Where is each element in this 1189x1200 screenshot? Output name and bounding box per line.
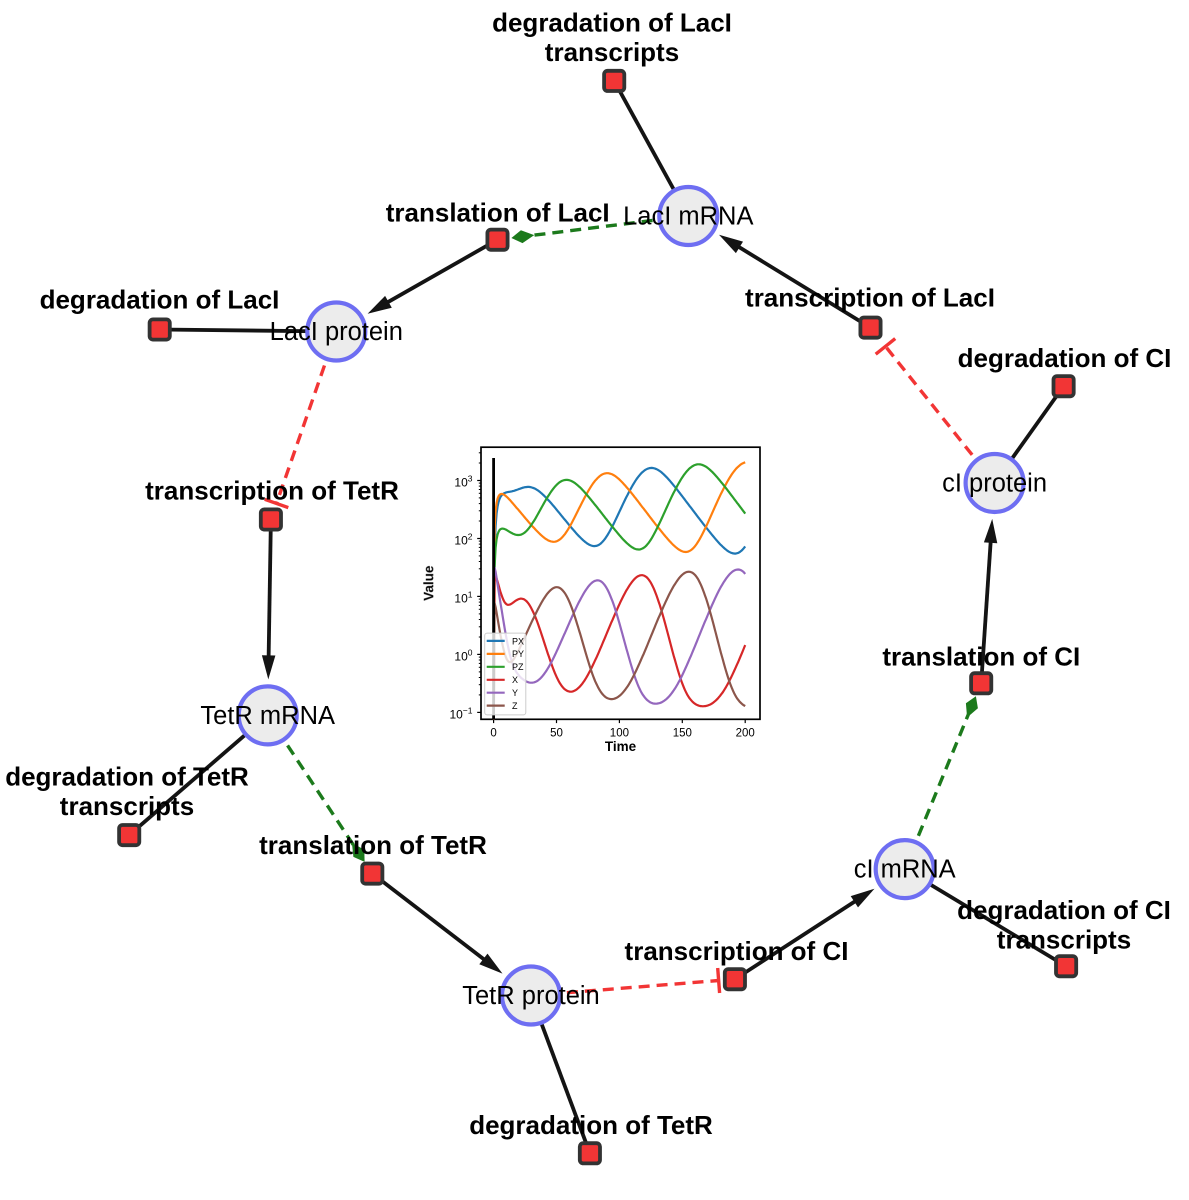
svg-text:translation of LacI: translation of LacI xyxy=(386,198,610,228)
svg-text:150: 150 xyxy=(673,727,692,739)
svg-text:50: 50 xyxy=(550,727,563,739)
svg-text:Time: Time xyxy=(605,739,637,754)
svg-text:degradation of CI: degradation of CI xyxy=(957,895,1171,925)
svg-text:Value: Value xyxy=(422,565,437,601)
svg-text:PX: PX xyxy=(512,636,524,646)
svg-text:0: 0 xyxy=(490,727,496,739)
svg-text:transcription of LacI: transcription of LacI xyxy=(745,283,995,313)
svg-text:X: X xyxy=(512,675,518,685)
svg-text:translation of TetR: translation of TetR xyxy=(259,830,487,860)
svg-text:transcripts: transcripts xyxy=(997,924,1131,954)
svg-text:cI mRNA: cI mRNA xyxy=(854,856,956,884)
svg-text:degradation of TetR: degradation of TetR xyxy=(469,1110,713,1140)
svg-text:100: 100 xyxy=(610,727,629,739)
svg-text:TetR mRNA: TetR mRNA xyxy=(200,702,335,730)
svg-text:degradation of LacI: degradation of LacI xyxy=(40,285,280,315)
svg-text:LacI mRNA: LacI mRNA xyxy=(623,203,753,231)
svg-text:cI protein: cI protein xyxy=(942,470,1047,498)
svg-text:PY: PY xyxy=(512,649,524,659)
svg-text:degradation of TetR: degradation of TetR xyxy=(5,762,249,792)
svg-text:degradation of CI: degradation of CI xyxy=(958,343,1172,373)
svg-text:TetR protein: TetR protein xyxy=(462,982,600,1010)
svg-text:degradation of LacI: degradation of LacI xyxy=(492,8,732,38)
svg-text:Z: Z xyxy=(512,701,518,711)
svg-text:transcripts: transcripts xyxy=(545,37,679,67)
svg-text:translation of CI: translation of CI xyxy=(882,641,1080,671)
svg-text:Y: Y xyxy=(512,688,518,698)
svg-text:transcription of CI: transcription of CI xyxy=(625,936,849,966)
svg-text:PZ: PZ xyxy=(512,662,524,672)
svg-text:200: 200 xyxy=(736,727,755,739)
svg-text:LacI protein: LacI protein xyxy=(270,318,403,346)
svg-text:transcription of TetR: transcription of TetR xyxy=(145,476,399,506)
svg-text:transcripts: transcripts xyxy=(60,791,194,821)
